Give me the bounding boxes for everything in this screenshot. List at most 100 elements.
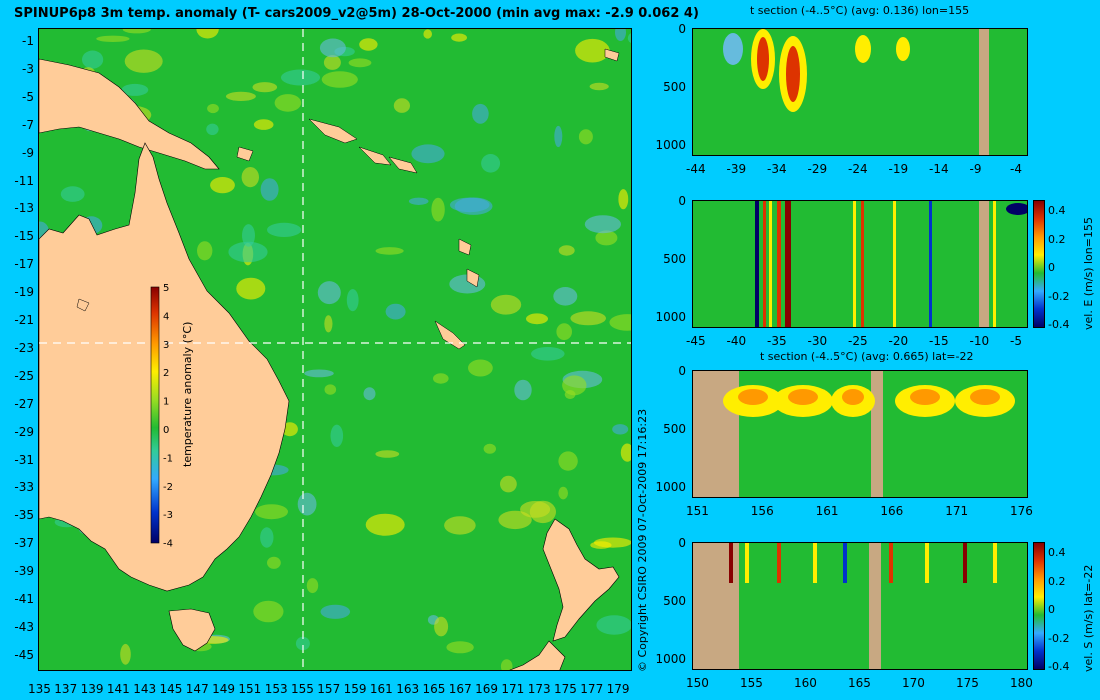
eddy-blob: [520, 501, 551, 518]
map-y-tick: -39: [14, 564, 34, 579]
map-colorbar-tick: -1: [163, 453, 173, 464]
map-x-tick: 143: [133, 682, 157, 696]
section-y-tick: 500: [663, 594, 686, 608]
vel-e-section-panel[interactable]: [692, 200, 1028, 328]
eddy-blob: [444, 516, 476, 535]
section-colorbar-tick: -0.4: [1048, 318, 1070, 331]
t-section-lon-panel[interactable]: [692, 28, 1028, 156]
map-colorbar-tick: 4: [163, 311, 169, 322]
eddy-blob: [267, 556, 281, 569]
section-x-tick: -20: [888, 334, 909, 348]
eddy-blob: [207, 103, 219, 114]
map-x-tick: 153: [264, 682, 288, 696]
section-x-tick: 156: [750, 504, 774, 518]
land-tasmania: [168, 608, 216, 652]
eddy-blob: [584, 215, 622, 234]
eddy-blob: [554, 125, 563, 148]
section-x-tick: -24: [848, 162, 868, 176]
eddy-blob: [375, 247, 404, 255]
map-y-tick: -29: [14, 424, 34, 439]
eddy-blob: [408, 197, 429, 205]
eddy-blob: [596, 615, 631, 635]
eddy-blob: [330, 424, 344, 447]
eddy-blob: [612, 424, 629, 435]
eddy-blob: [348, 58, 372, 68]
eddy-blob: [393, 98, 410, 113]
section-x-tick: -14: [929, 162, 949, 176]
eddy-blob: [242, 224, 255, 247]
t-section-lat-panel[interactable]: [692, 370, 1028, 498]
map-y-tick: -45: [14, 647, 34, 662]
map-y-tick: -43: [14, 619, 34, 634]
eddy-blob: [124, 49, 163, 73]
eddy-blob: [385, 303, 406, 320]
map-y-tick: -21: [14, 313, 34, 327]
t-section-lat-title: t section (-4..5°C) (avg: 0.665) lat=-22: [760, 350, 974, 363]
map-colorbar-tick: 2: [163, 368, 169, 379]
map-y-tick: -27: [14, 396, 34, 411]
eddy-blob: [451, 33, 467, 42]
eddy-blob: [321, 71, 358, 88]
section-x-tick: 165: [848, 676, 871, 690]
eddy-blob: [431, 197, 445, 222]
section-x-tick: -5: [1010, 334, 1022, 348]
section-colorbar-tick: -0.2: [1048, 289, 1070, 303]
section-y-tick: 0: [678, 194, 686, 208]
map-panel[interactable]: 5 4 3 2 1 0 -1 -2 -3 -4 temperature anomaly (°C): [38, 28, 632, 671]
section-stripe: [745, 543, 749, 583]
map-colorbar-tick: -4: [163, 539, 173, 550]
t-section-lat-heatmap: [693, 371, 1015, 497]
eddy-blob: [365, 513, 405, 536]
section-stripe: [925, 543, 929, 583]
section-y-tick: 0: [678, 536, 686, 550]
eddy-blob: [241, 167, 259, 188]
section-stripe: [785, 201, 791, 327]
section-x-tick: -19: [888, 162, 909, 176]
section-blob: [910, 389, 940, 405]
section-stripe: [979, 201, 989, 327]
eddy-blob: [558, 451, 578, 471]
map-colorbar-label: temperature anomaly (°C): [181, 322, 194, 467]
section-y-tick: 1000: [655, 310, 686, 324]
eddy-blob: [253, 119, 274, 130]
map-y-tick: -9: [22, 145, 34, 160]
eddy-blob: [434, 616, 449, 637]
map-x-tick: 175: [554, 682, 577, 696]
section-x-tick: 166: [880, 504, 904, 518]
map-y-tick: -37: [14, 536, 34, 551]
map-colorbar-tick: 3: [163, 340, 169, 351]
section-x-tick: -10: [969, 334, 990, 348]
section-blob: [970, 389, 1000, 405]
land-australia: [39, 142, 290, 592]
eddy-blob: [359, 38, 378, 51]
eddy-blob: [253, 600, 284, 623]
map-colorbar-tick: -2: [163, 482, 173, 493]
eddy-blob: [317, 281, 341, 305]
section-stripe: [893, 201, 896, 327]
eddy-blob: [468, 359, 493, 377]
section-blob: [723, 33, 743, 65]
eddy-blob: [620, 443, 631, 462]
eddy-blob: [60, 186, 85, 202]
map-x-tick: 155: [291, 682, 314, 696]
eddy-blob: [295, 636, 310, 651]
eddy-blob: [556, 323, 572, 341]
map-y-tick: -31: [14, 452, 34, 467]
map-x-tick: 135: [28, 682, 51, 696]
eddy-blob: [225, 91, 256, 101]
section-stripe: [861, 201, 864, 327]
map-x-tick: 141: [106, 682, 130, 696]
map-x-tick: 171: [501, 682, 525, 696]
section-x-tick: -40: [726, 334, 747, 348]
land-new-zealand-south: [509, 640, 566, 670]
eddy-blob: [260, 178, 279, 201]
eddy-blob: [609, 314, 631, 331]
eddy-blob: [553, 287, 578, 306]
map-y-tick: -19: [14, 285, 34, 300]
map-y-tick: -33: [14, 480, 34, 495]
eddy-blob: [324, 384, 337, 395]
eddy-blob: [304, 369, 334, 378]
vel-s-section-panel[interactable]: [692, 542, 1028, 670]
section-colorbar-tick: 0.4: [1048, 204, 1066, 217]
section-x-tick: 171: [945, 504, 969, 518]
